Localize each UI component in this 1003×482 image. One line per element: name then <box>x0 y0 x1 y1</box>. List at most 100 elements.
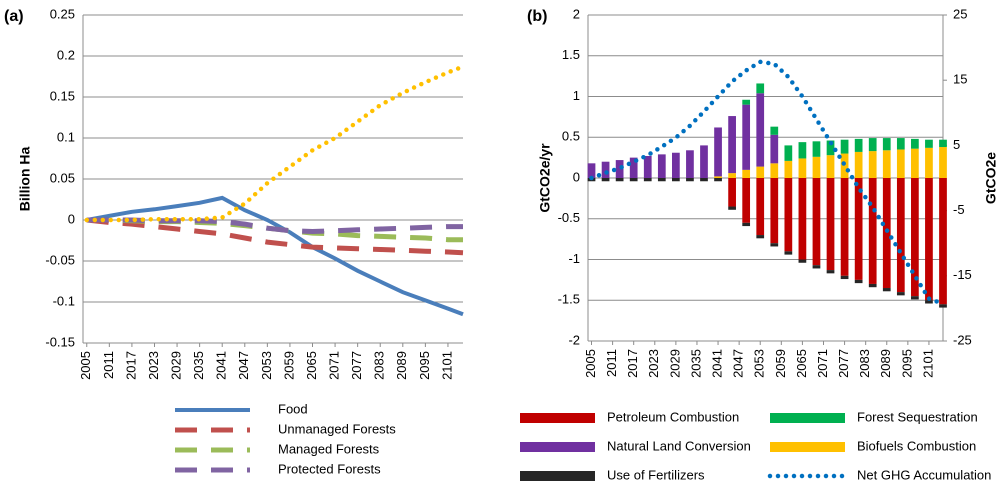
bar <box>840 153 849 178</box>
legend-swatch <box>770 413 845 423</box>
y-tick-label: -0.15 <box>45 334 75 349</box>
bar <box>742 99 751 105</box>
x-tick-label: 2089 <box>394 351 409 380</box>
bar <box>882 150 891 178</box>
bar <box>868 283 877 288</box>
y2-tick-label: 25 <box>953 6 967 21</box>
bar <box>911 296 919 300</box>
y-tick-label: -0.5 <box>558 210 580 225</box>
bar <box>939 178 947 305</box>
y2-tick-label: -25 <box>953 332 972 347</box>
bar <box>784 251 793 255</box>
legend-swatch <box>520 471 595 481</box>
x-tick-label: 2011 <box>604 349 619 377</box>
bar <box>770 163 779 178</box>
x-tick-label: 2017 <box>123 351 138 380</box>
bar <box>911 148 919 178</box>
legend-label: Natural Land Conversion <box>607 438 751 453</box>
bar <box>826 178 835 271</box>
legend-label: Net GHG Accumulation <box>857 467 991 482</box>
y-tick-label: 0.05 <box>50 170 75 185</box>
y-tick-label: -1 <box>568 251 580 266</box>
bar <box>742 169 751 178</box>
bar <box>854 151 863 178</box>
x-tick-label: 2071 <box>327 351 342 380</box>
x-tick-label: 2077 <box>836 349 851 378</box>
legend-label: Forest Sequestration <box>857 409 978 424</box>
bar <box>643 155 652 178</box>
bar <box>629 157 638 178</box>
panel-label: (b) <box>527 8 547 25</box>
x-tick-label: 2017 <box>625 349 640 378</box>
y-tick-label: 0.5 <box>562 129 580 144</box>
bar <box>728 206 736 210</box>
bar <box>868 151 877 178</box>
bar <box>770 178 779 244</box>
bar <box>686 178 694 182</box>
bar <box>686 150 694 178</box>
bar <box>882 138 891 151</box>
y-axis-label: Billion Ha <box>17 147 33 212</box>
bar <box>812 265 821 269</box>
bar <box>939 139 947 148</box>
x-tick-label: 2029 <box>667 349 682 378</box>
bar <box>728 116 736 174</box>
bar <box>911 178 919 297</box>
bar <box>854 138 863 152</box>
bar <box>896 178 905 293</box>
bar <box>812 178 821 266</box>
legend-label: Unmanaged Forests <box>278 421 396 436</box>
bar <box>812 156 821 178</box>
bar <box>615 178 624 182</box>
bar <box>742 222 751 227</box>
bar <box>770 243 779 247</box>
bar <box>854 178 863 280</box>
y-axis-label: GtCO2e/yr <box>537 143 553 213</box>
y2-tick-label: -5 <box>953 202 965 217</box>
y2-axis-label: GtCO2e <box>983 152 999 204</box>
x-tick-label: 2023 <box>646 349 661 378</box>
y-tick-label: -1.5 <box>558 292 580 307</box>
x-tick-label: 2041 <box>709 349 724 378</box>
line-series <box>86 217 463 235</box>
bar <box>756 178 765 236</box>
x-tick-label: 2029 <box>168 351 183 380</box>
x-tick-label: 2041 <box>214 351 229 380</box>
x-tick-label: 2035 <box>688 349 703 378</box>
x-tick-label: 2053 <box>752 349 767 378</box>
y-tick-label: 1.5 <box>562 47 580 62</box>
y-tick-label: 0 <box>68 211 75 226</box>
bar <box>840 139 849 154</box>
bar <box>629 178 638 182</box>
bar <box>714 178 722 182</box>
bar <box>925 300 933 304</box>
bar <box>896 149 905 178</box>
bar <box>601 178 610 182</box>
x-tick-label: 2005 <box>78 351 93 380</box>
bar <box>742 104 751 170</box>
bar <box>615 160 624 178</box>
x-tick-label: 2053 <box>259 351 274 380</box>
y2-tick-label: 15 <box>953 72 967 87</box>
bar <box>868 178 877 284</box>
x-tick-label: 2083 <box>857 349 872 378</box>
x-tick-label: 2095 <box>417 351 432 380</box>
bar <box>868 138 877 152</box>
legend-swatch <box>520 413 595 423</box>
x-tick-label: 2083 <box>372 351 387 380</box>
bar <box>728 173 736 178</box>
x-tick-label: 2089 <box>878 349 893 378</box>
bar <box>601 161 610 178</box>
x-tick-label: 2071 <box>815 349 830 378</box>
x-tick-label: 2095 <box>899 349 914 378</box>
bar <box>643 178 652 182</box>
x-tick-label: 2065 <box>794 349 809 378</box>
bar <box>925 139 933 148</box>
line-series <box>86 195 464 317</box>
bar <box>700 145 708 178</box>
x-tick-label: 2077 <box>349 351 364 380</box>
y-tick-label: -0.1 <box>53 293 75 308</box>
legend-swatch <box>520 442 595 452</box>
legend-label: Food <box>278 401 308 416</box>
